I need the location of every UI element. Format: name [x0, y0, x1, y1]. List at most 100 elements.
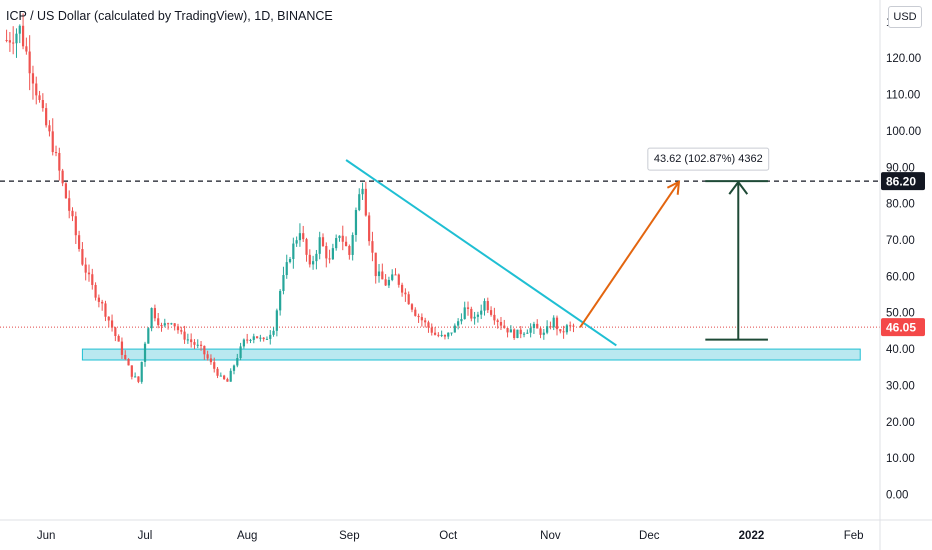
candle-body: [61, 170, 64, 184]
candle-body: [447, 332, 450, 337]
candle-body: [213, 362, 216, 369]
candle-body: [348, 246, 351, 255]
currency-button[interactable]: USD: [888, 6, 922, 28]
candle-body: [285, 262, 288, 276]
price-tick-label: 0.00: [886, 490, 908, 502]
candle-body: [160, 325, 163, 327]
candle-body: [275, 310, 278, 331]
candle-body: [229, 370, 232, 382]
candle-body: [410, 304, 414, 310]
candle-body: [364, 188, 367, 216]
candle-body: [68, 198, 71, 211]
candle-body: [97, 297, 100, 302]
candle-body: [344, 241, 348, 247]
candle-body: [219, 375, 222, 377]
candle-body: [78, 235, 81, 250]
candle-body: [209, 358, 213, 363]
candle-body: [45, 108, 48, 126]
projection-arrow: [579, 181, 680, 328]
candle-body: [203, 345, 206, 355]
candle-body: [130, 365, 133, 377]
candle-body: [140, 361, 143, 382]
candle-body: [549, 326, 552, 328]
time-tick-label: Jul: [138, 530, 153, 542]
measure-arrowhead: [728, 180, 749, 195]
candle-body: [104, 303, 107, 317]
price-axis-background: [880, 0, 932, 550]
candle-body: [493, 314, 496, 321]
candle-body: [153, 308, 157, 319]
candle-body: [259, 337, 262, 339]
support-zone: [81, 348, 861, 361]
price-tick-label: 100.00: [886, 126, 921, 138]
time-tick-label: Jun: [37, 530, 56, 542]
candle-body: [569, 325, 572, 327]
candle-body: [5, 40, 8, 41]
candle-body: [223, 375, 226, 380]
candle-body: [295, 240, 298, 244]
candle-body: [170, 323, 173, 325]
candle-body: [522, 333, 526, 335]
candle-body: [12, 42, 15, 44]
candle-body: [74, 216, 77, 236]
candle-body: [351, 234, 354, 255]
candle-body: [8, 40, 11, 43]
candle-body: [101, 301, 104, 304]
candle-body: [269, 334, 272, 339]
candle-body: [28, 51, 31, 74]
candle-body: [539, 328, 542, 335]
candle-body: [312, 261, 315, 265]
candle-body: [354, 210, 358, 235]
candle-body: [190, 339, 193, 343]
candle-body: [41, 100, 44, 109]
candle-body: [457, 321, 460, 326]
candle-body: [325, 246, 328, 259]
candle-body: [246, 339, 249, 341]
candle-body: [127, 359, 130, 366]
candle-body: [371, 241, 374, 253]
price-tick-label: 10.00: [886, 453, 915, 465]
candle-body: [236, 358, 239, 366]
time-axis-background: [0, 520, 932, 550]
candle-body: [397, 274, 400, 285]
candle-body: [252, 336, 255, 340]
price-tick-label: 90.00: [886, 162, 915, 174]
candle-body: [134, 376, 137, 378]
time-tick-label: 2022: [739, 530, 765, 542]
candle-body: [173, 323, 176, 327]
candle-body: [199, 344, 203, 346]
chart-title: ICP / US Dollar (calculated by TradingVi…: [6, 9, 333, 23]
price-tick-label: 60.00: [886, 271, 915, 283]
candle-body: [272, 330, 275, 335]
price-tick-label: 80.00: [886, 199, 915, 211]
candle-body: [499, 321, 503, 326]
candle-body: [305, 239, 308, 255]
candle-body: [480, 310, 483, 315]
candle-body: [400, 284, 404, 293]
projection-arrowhead: [666, 180, 681, 195]
candle-body: [147, 328, 150, 344]
candle-body: [546, 326, 549, 333]
measure-label-box: [647, 147, 770, 171]
candle-body: [216, 368, 219, 376]
candle-body: [460, 319, 463, 322]
candle-body: [176, 326, 180, 331]
candle-body: [157, 318, 160, 326]
candle-body: [331, 248, 334, 260]
candle-body: [516, 329, 519, 339]
price-tick-label: 110.00: [886, 90, 920, 102]
candle-body: [552, 317, 555, 328]
candle-body: [163, 323, 166, 326]
candle-body: [196, 344, 199, 346]
candle-body: [81, 249, 84, 265]
candle-body: [193, 342, 196, 345]
current-price-label-background: [881, 318, 925, 337]
candle-body: [21, 25, 25, 47]
candle-body: [559, 329, 562, 332]
candle-body: [308, 254, 311, 265]
candle-body: [572, 325, 575, 327]
time-tick-label: Aug: [237, 530, 257, 542]
candle-body: [417, 315, 420, 318]
time-tick-label: Sep: [339, 530, 359, 542]
